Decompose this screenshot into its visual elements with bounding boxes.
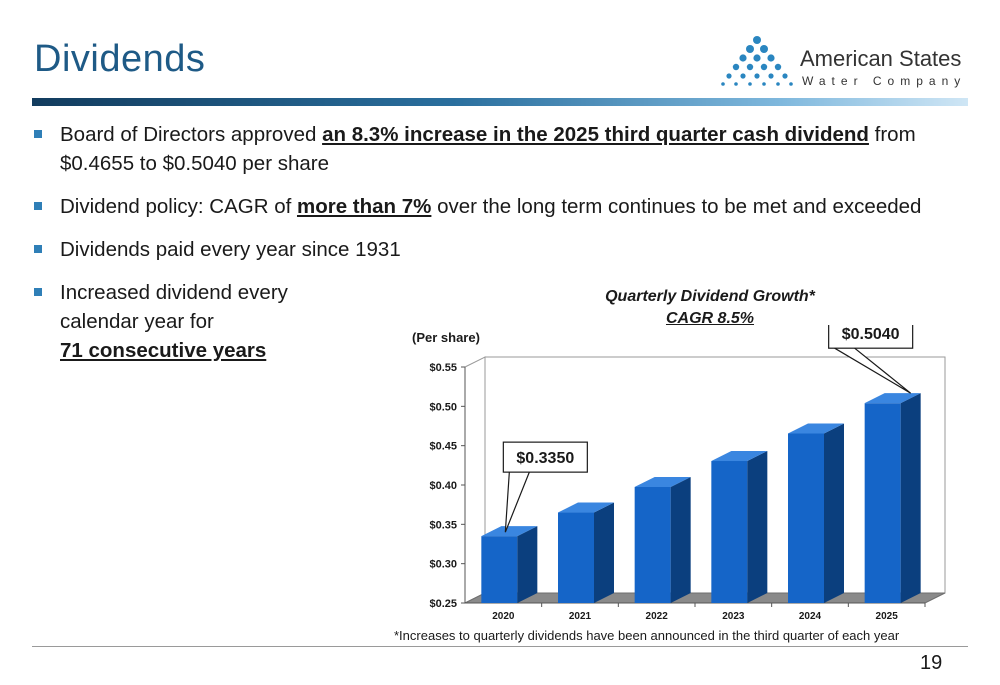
bar-2025 (864, 403, 901, 603)
bar-top-2021 (558, 502, 614, 513)
bar-2022 (634, 486, 671, 603)
y-tick-label: $0.35 (429, 519, 457, 531)
company-logo: American States Water Company (718, 32, 978, 92)
bar-top-2022 (634, 476, 691, 487)
y-tick-label: $0.25 (429, 598, 457, 610)
bullet-item: Board of Directors approved an 8.3% incr… (34, 120, 974, 178)
bar-2021 (558, 512, 594, 603)
x-tick-label-2023: 2023 (722, 611, 745, 622)
bar-side-2022 (670, 476, 691, 603)
bar-2023 (711, 461, 748, 603)
bar-2020 (481, 536, 518, 603)
callout-pointer-2025 (834, 347, 912, 394)
y-tick-label: $0.55 (429, 362, 457, 374)
chart-title: Quarterly Dividend Growth* CAGR 8.5% (560, 286, 860, 330)
y-tick-label: $0.40 (429, 480, 457, 492)
y-tick-label: $0.45 (429, 441, 457, 453)
callout-box-2020 (502, 441, 588, 473)
bullet-list: Board of Directors approved an 8.3% incr… (34, 120, 974, 379)
x-tick-label-2021: 2021 (569, 611, 592, 622)
bar-side-2021 (594, 502, 614, 603)
chart-subtitle: CAGR 8.5% (665, 310, 755, 327)
chart-title-text: Quarterly Dividend Growth* (605, 288, 815, 305)
y-axis-label: (Per share) (412, 330, 480, 345)
bar-side-2023 (747, 451, 768, 603)
bar-side-2025 (900, 393, 921, 603)
slide-title: Dividends (34, 38, 206, 80)
dividend-bar-chart: (Per share) $0.25 $0.30 $0.35 $0.40 $0.45 $0.5… (412, 325, 946, 622)
x-tick-label-2025: 2025 (876, 611, 899, 622)
x-tick-label-2024: 2024 (799, 611, 822, 622)
y-tick-label: $0.50 (429, 401, 457, 413)
bar-top-2025 (864, 393, 921, 404)
bar-side-2024 (824, 423, 844, 603)
bullet-item: Dividends paid every year since 1931 (34, 235, 974, 264)
bullet-item: Increased dividend every calendar year f… (34, 278, 364, 365)
x-tick-label-2020: 2020 (492, 611, 515, 622)
bar-2024 (788, 433, 824, 603)
bar-side-2020 (517, 526, 538, 603)
header-divider-bar (32, 98, 968, 106)
bar-top-2023 (711, 451, 768, 462)
callout-label-2020: $0.3350 (516, 450, 574, 467)
logo-company-subtitle: Water Company (802, 74, 967, 88)
footer-divider (32, 646, 968, 647)
bar-top-2024 (788, 423, 844, 434)
bar-top-2020 (481, 526, 538, 537)
callout-label-2025: $0.5040 (842, 326, 900, 343)
x-tick-label-2022: 2022 (646, 611, 669, 622)
bullet-item: Dividend policy: CAGR of more than 7% ov… (34, 192, 974, 221)
callout-box-2025 (828, 325, 914, 349)
footnote: *Increases to quarterly dividends have b… (394, 628, 900, 643)
callout-pointer-2020 (504, 471, 530, 533)
water-drops-logo-icon (721, 36, 793, 86)
y-tick-label: $0.30 (429, 559, 457, 571)
logo-company-name: American States (800, 46, 962, 71)
page-number: 19 (920, 652, 943, 674)
